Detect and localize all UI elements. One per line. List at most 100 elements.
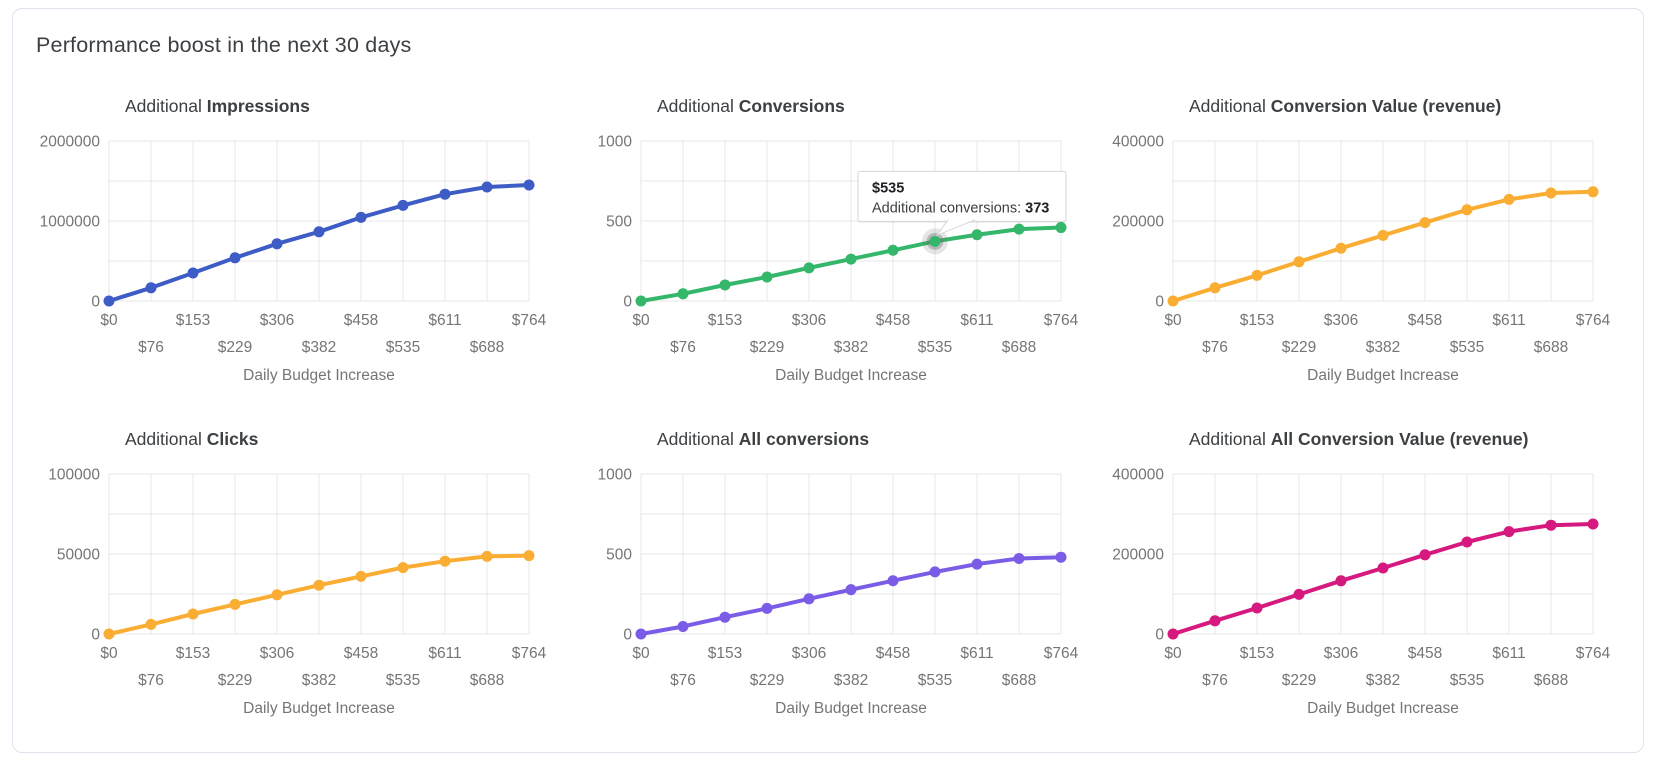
data-point[interactable] xyxy=(1055,222,1067,234)
data-point[interactable] xyxy=(229,598,241,610)
chart-cell-conversions: Additional Conversions 0 500 1000 $0 $76 $153… xyxy=(556,96,1088,389)
data-point[interactable] xyxy=(145,282,157,294)
data-point[interactable] xyxy=(635,295,647,307)
data-point[interactable] xyxy=(635,628,647,640)
data-point[interactable] xyxy=(719,279,731,291)
conversion-value-line-chart[interactable]: 0 200000 400000 $0 $76 $153 $229 $306 $382 $458 $5… xyxy=(1088,131,1620,389)
data-point[interactable] xyxy=(1545,187,1557,199)
x-axis-tick-label: $458 xyxy=(876,312,910,329)
data-point[interactable] xyxy=(1545,519,1557,531)
data-point[interactable] xyxy=(1013,223,1025,235)
data-point[interactable] xyxy=(439,188,451,200)
clicks-line-chart[interactable]: 0 50000 100000 $0 $76 $153 $229 $306 $382 $458 $53… xyxy=(24,464,556,722)
data-point[interactable] xyxy=(313,226,325,238)
conversions-line-chart[interactable]: 0 500 1000 $0 $76 $153 $229 $306 $382 $458 $535 $61… xyxy=(556,131,1088,389)
data-point[interactable] xyxy=(1419,549,1431,561)
data-point[interactable] xyxy=(1377,562,1389,574)
data-point[interactable] xyxy=(845,253,857,265)
data-point[interactable] xyxy=(1377,229,1389,241)
data-point[interactable] xyxy=(1013,552,1025,564)
data-point[interactable] xyxy=(1461,536,1473,548)
x-axis-tick-label: $76 xyxy=(138,339,164,356)
data-point[interactable] xyxy=(971,229,983,241)
x-axis-tick-label: $382 xyxy=(1366,339,1400,356)
all-conversion-value-line-chart[interactable]: 0 200000 400000 $0 $76 $153 $229 $306 $382 $458 $5… xyxy=(1088,464,1620,722)
data-point[interactable] xyxy=(355,570,367,582)
data-point[interactable] xyxy=(1335,575,1347,587)
y-axis-tick-label: 2000000 xyxy=(40,134,101,151)
data-point[interactable] xyxy=(187,267,199,279)
chart-cell-impressions: Additional Impressions 0 1000000 2000000 $0… xyxy=(24,96,556,389)
data-point[interactable] xyxy=(481,550,493,562)
data-point[interactable] xyxy=(355,211,367,223)
data-point[interactable] xyxy=(803,262,815,274)
data-point[interactable] xyxy=(1503,193,1515,205)
x-axis-tick-label: $382 xyxy=(834,672,868,689)
data-point[interactable] xyxy=(523,550,535,562)
data-point[interactable] xyxy=(677,620,689,632)
data-point[interactable] xyxy=(761,602,773,614)
data-point[interactable] xyxy=(803,593,815,605)
x-axis-tick-label: $535 xyxy=(1450,339,1484,356)
data-point[interactable] xyxy=(887,575,899,587)
y-axis-tick-label: 200000 xyxy=(1112,547,1164,564)
data-point[interactable] xyxy=(1419,217,1431,229)
data-point[interactable] xyxy=(1461,204,1473,216)
data-point[interactable] xyxy=(187,608,199,620)
x-axis-title: Daily Budget Increase xyxy=(243,367,395,384)
data-point[interactable] xyxy=(1335,242,1347,254)
data-point[interactable] xyxy=(845,584,857,596)
data-point[interactable] xyxy=(439,555,451,567)
data-point[interactable] xyxy=(271,589,283,601)
all-conversions-line-chart[interactable]: 0 500 1000 $0 $76 $153 $229 $306 $382 $458 $535 $61… xyxy=(556,464,1088,722)
data-point[interactable] xyxy=(1167,628,1179,640)
impressions-line-chart[interactable]: 0 1000000 2000000 $0 $76 $153 $229 $306 $382 $458… xyxy=(24,131,556,389)
data-point[interactable] xyxy=(103,295,115,307)
data-point[interactable] xyxy=(1167,295,1179,307)
x-axis-tick-label: $153 xyxy=(708,312,742,329)
x-axis-tick-label: $229 xyxy=(750,672,784,689)
data-point[interactable] xyxy=(481,181,493,193)
data-point[interactable] xyxy=(1251,269,1263,281)
x-axis-tick-label: $153 xyxy=(176,312,210,329)
data-point[interactable] xyxy=(229,252,241,264)
x-axis-title: Daily Budget Increase xyxy=(1307,367,1459,384)
tooltip-caret xyxy=(935,219,976,237)
x-axis-tick-label: $229 xyxy=(1282,672,1316,689)
data-point[interactable] xyxy=(1209,615,1221,627)
x-axis-tick-label: $688 xyxy=(470,672,504,689)
chart-title-metric: Conversions xyxy=(738,96,845,116)
data-point[interactable] xyxy=(929,566,941,578)
data-point[interactable] xyxy=(971,558,983,570)
y-axis-tick-label: 1000 xyxy=(598,467,633,484)
data-point[interactable] xyxy=(1055,551,1067,563)
data-point[interactable] xyxy=(1209,282,1221,294)
data-point[interactable] xyxy=(929,235,941,247)
data-point[interactable] xyxy=(1293,256,1305,268)
chart-title: Additional All Conversion Value (revenue… xyxy=(1189,429,1620,450)
data-point[interactable] xyxy=(523,179,535,191)
x-axis-tick-label: $688 xyxy=(1002,672,1036,689)
data-point[interactable] xyxy=(1587,518,1599,530)
data-point[interactable] xyxy=(1587,186,1599,198)
data-point[interactable] xyxy=(761,271,773,283)
data-point[interactable] xyxy=(677,288,689,300)
data-point[interactable] xyxy=(145,618,157,630)
x-axis-tick-label: $382 xyxy=(834,339,868,356)
x-axis-tick-label: $458 xyxy=(1408,312,1442,329)
data-point[interactable] xyxy=(313,579,325,591)
chart-title-metric: All Conversion Value (revenue) xyxy=(1270,429,1529,449)
data-point[interactable] xyxy=(1293,588,1305,600)
x-axis-tick-label: $611 xyxy=(1492,312,1525,329)
data-point[interactable] xyxy=(887,244,899,256)
data-point[interactable] xyxy=(1503,526,1515,538)
data-point[interactable] xyxy=(397,199,409,211)
x-axis-tick-label: $153 xyxy=(1240,312,1274,329)
data-point[interactable] xyxy=(1251,602,1263,614)
x-axis-tick-label: $535 xyxy=(918,672,952,689)
data-point[interactable] xyxy=(397,562,409,574)
y-axis-tick-label: 0 xyxy=(91,294,100,311)
data-point[interactable] xyxy=(719,611,731,623)
data-point[interactable] xyxy=(271,238,283,250)
data-point[interactable] xyxy=(103,628,115,640)
